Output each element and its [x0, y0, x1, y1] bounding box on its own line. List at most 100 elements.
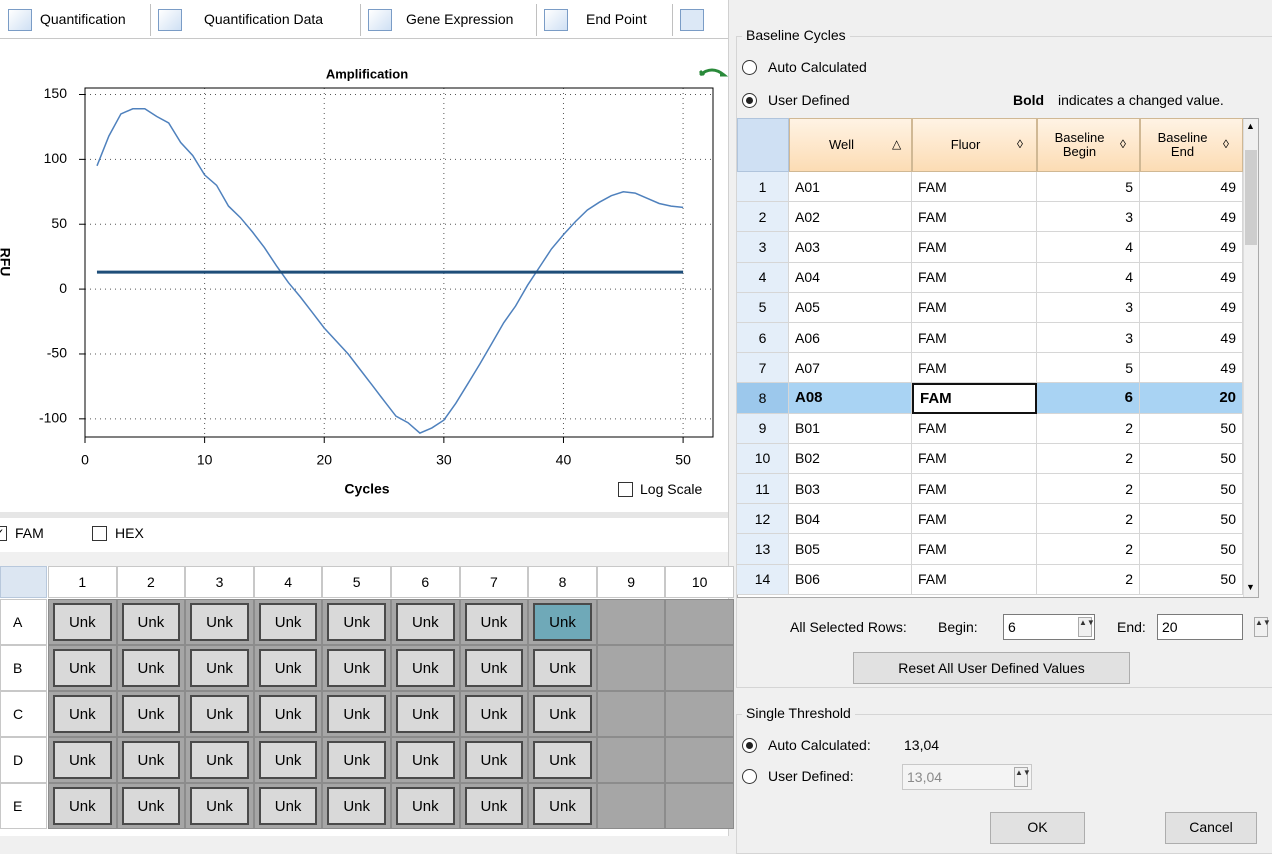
plate-well[interactable]: Unk: [53, 787, 112, 825]
plate-well[interactable]: Unk: [327, 649, 386, 687]
table-cell[interactable]: 3: [1037, 323, 1140, 354]
plate-well[interactable]: Unk: [258, 787, 318, 825]
table-cell[interactable]: FAM: [912, 534, 1037, 565]
plate-well[interactable]: Unk: [327, 787, 386, 825]
table-cell[interactable]: B02: [789, 443, 912, 474]
radio[interactable]: [742, 769, 757, 784]
table-cell[interactable]: 3: [1037, 202, 1140, 233]
table-cell[interactable]: 11: [737, 474, 789, 505]
plate-well[interactable]: Unk: [533, 741, 592, 779]
table-cell[interactable]: 7: [737, 353, 789, 384]
table-cell[interactable]: 50: [1140, 443, 1243, 474]
table-cell[interactable]: A02: [789, 202, 912, 233]
table-cell[interactable]: B01: [789, 413, 912, 444]
plate-well[interactable]: Unk: [53, 695, 112, 733]
table-cell[interactable]: FAM: [912, 413, 1037, 444]
table-cell[interactable]: B05: [789, 534, 912, 565]
fluor-checkbox[interactable]: [92, 526, 107, 541]
table-cell[interactable]: 49: [1140, 323, 1243, 354]
plate-well[interactable]: Unk: [258, 695, 318, 733]
radio-label[interactable]: Auto Calculated: [768, 59, 867, 75]
plate-well[interactable]: Unk: [258, 603, 318, 641]
table-cell[interactable]: 49: [1140, 172, 1243, 203]
tab[interactable]: Quantification: [40, 11, 126, 27]
radio[interactable]: [742, 738, 757, 753]
spinner[interactable]: ▲▼: [1078, 617, 1095, 637]
plate-well[interactable]: Unk: [533, 787, 592, 825]
table-cell[interactable]: 3: [737, 232, 789, 263]
plate-well[interactable]: Unk: [53, 649, 112, 687]
refresh-icon[interactable]: [698, 68, 728, 77]
tab-icon[interactable]: [158, 9, 182, 31]
plate-well[interactable]: Unk: [464, 741, 524, 779]
table-cell[interactable]: 10: [737, 443, 789, 474]
column-header[interactable]: Fluor: [912, 118, 1037, 172]
plate-well[interactable]: Unk: [396, 787, 455, 825]
scroll-btn[interactable]: ▲: [1246, 121, 1255, 131]
table-cell[interactable]: 5: [1037, 172, 1140, 203]
table-cell[interactable]: 49: [1140, 292, 1243, 323]
end-input[interactable]: 20: [1157, 614, 1243, 640]
table-cell[interactable]: 49: [1140, 202, 1243, 233]
table-cell[interactable]: FAM: [912, 474, 1037, 505]
table-cell[interactable]: FAM: [912, 292, 1037, 323]
plate-well[interactable]: Unk: [53, 603, 112, 641]
table-cell[interactable]: 49: [1140, 262, 1243, 293]
plate-well[interactable]: Unk: [396, 695, 455, 733]
table-cell[interactable]: 14: [737, 564, 789, 595]
plate-well[interactable]: Unk: [327, 741, 386, 779]
plate-well[interactable]: Unk: [53, 741, 112, 779]
plate-well[interactable]: Unk: [533, 695, 592, 733]
plate-well[interactable]: Unk: [258, 649, 318, 687]
column-header[interactable]: Baseline Begin: [1037, 118, 1140, 172]
table-cell[interactable]: A04: [789, 262, 912, 293]
plate-well[interactable]: Unk: [190, 695, 249, 733]
log-scale-checkbox[interactable]: [618, 482, 633, 497]
table-cell[interactable]: 4: [1037, 232, 1140, 263]
table-cell[interactable]: FAM: [912, 172, 1037, 203]
table-cell[interactable]: 2: [737, 202, 789, 233]
table-cell[interactable]: A08: [789, 383, 912, 414]
plate-well[interactable]: Unk: [396, 603, 455, 641]
scroll-btn[interactable]: ▼: [1246, 582, 1255, 592]
table-cell[interactable]: 6: [1037, 383, 1140, 414]
table-cell[interactable]: 50: [1140, 534, 1243, 565]
sort-glyph[interactable]: ◊: [1223, 137, 1229, 151]
table-cell[interactable]: 1: [737, 172, 789, 203]
plate-well[interactable]: Unk: [258, 741, 318, 779]
plate-well[interactable]: Unk: [190, 649, 249, 687]
plate-well[interactable]: Unk: [327, 695, 386, 733]
table-cell[interactable]: 49: [1140, 353, 1243, 384]
table-cell[interactable]: 4: [1037, 262, 1140, 293]
table-cell[interactable]: FAM: [912, 443, 1037, 474]
plate-well[interactable]: Unk: [464, 787, 524, 825]
plate-well[interactable]: Unk: [121, 603, 181, 641]
radio[interactable]: [742, 60, 757, 75]
sort-glyph[interactable]: ◊: [1120, 137, 1126, 151]
plate-well[interactable]: Unk: [190, 603, 249, 641]
plate-well[interactable]: Unk: [121, 741, 181, 779]
table-cell[interactable]: B06: [789, 564, 912, 595]
plate-well[interactable]: Unk: [327, 603, 386, 641]
table-cell[interactable]: FAM: [912, 383, 1037, 414]
plate-well[interactable]: Unk: [121, 787, 181, 825]
table-cell[interactable]: A05: [789, 292, 912, 323]
sort-glyph[interactable]: ◊: [1017, 137, 1023, 151]
tab-icon[interactable]: [544, 9, 568, 31]
table-cell[interactable]: 6: [737, 323, 789, 354]
table-cell[interactable]: FAM: [912, 262, 1037, 293]
tab-icon[interactable]: [680, 9, 704, 31]
table-cell[interactable]: 2: [1037, 474, 1140, 505]
user-label[interactable]: User Defined:: [768, 768, 854, 784]
plate-well[interactable]: Unk: [464, 695, 524, 733]
table-cell[interactable]: FAM: [912, 232, 1037, 263]
table-cell[interactable]: 2: [1037, 413, 1140, 444]
tab[interactable]: Gene Expression: [406, 11, 514, 27]
table-cell[interactable]: 2: [1037, 564, 1140, 595]
table-cell[interactable]: 13: [737, 534, 789, 565]
table-cell[interactable]: 50: [1140, 413, 1243, 444]
table-cell[interactable]: B04: [789, 504, 912, 535]
plate-well[interactable]: Unk: [396, 741, 455, 779]
radio[interactable]: [742, 93, 757, 108]
plate-well[interactable]: Unk: [533, 649, 592, 687]
